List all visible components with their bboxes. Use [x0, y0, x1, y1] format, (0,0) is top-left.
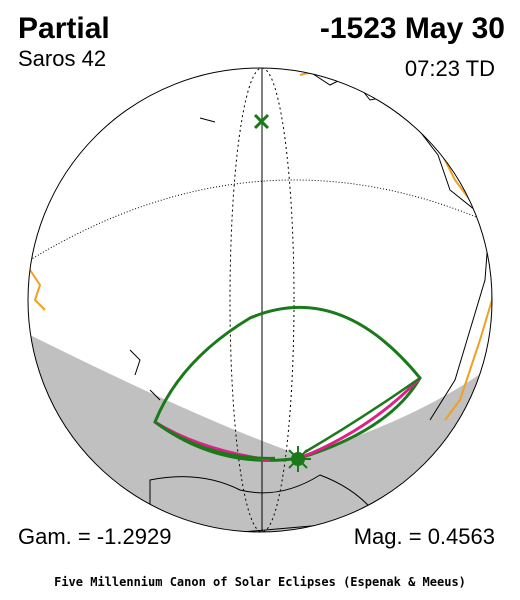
credit: Five Millennium Canon of Solar Eclipses … — [54, 575, 466, 589]
antarctica — [149, 474, 381, 532]
islands — [129, 117, 216, 401]
dotted-meridians — [229, 68, 295, 532]
eclipse-type: Partial — [18, 12, 110, 45]
greatest-eclipse — [285, 446, 311, 472]
sub-solar-point — [253, 113, 270, 130]
equator — [29, 179, 492, 261]
magnitude: Mag. = 0.4563 — [354, 524, 495, 549]
maximum-curve — [154, 376, 421, 460]
gamma: Gam. = -1.2929 — [18, 524, 171, 549]
coastline-left — [29, 269, 46, 311]
saros: Saros 42 — [18, 46, 106, 71]
globe-outline — [27, 67, 493, 533]
time: 07:23 TD — [405, 56, 495, 81]
eclipse-date: -1523 May 30 — [320, 12, 505, 45]
